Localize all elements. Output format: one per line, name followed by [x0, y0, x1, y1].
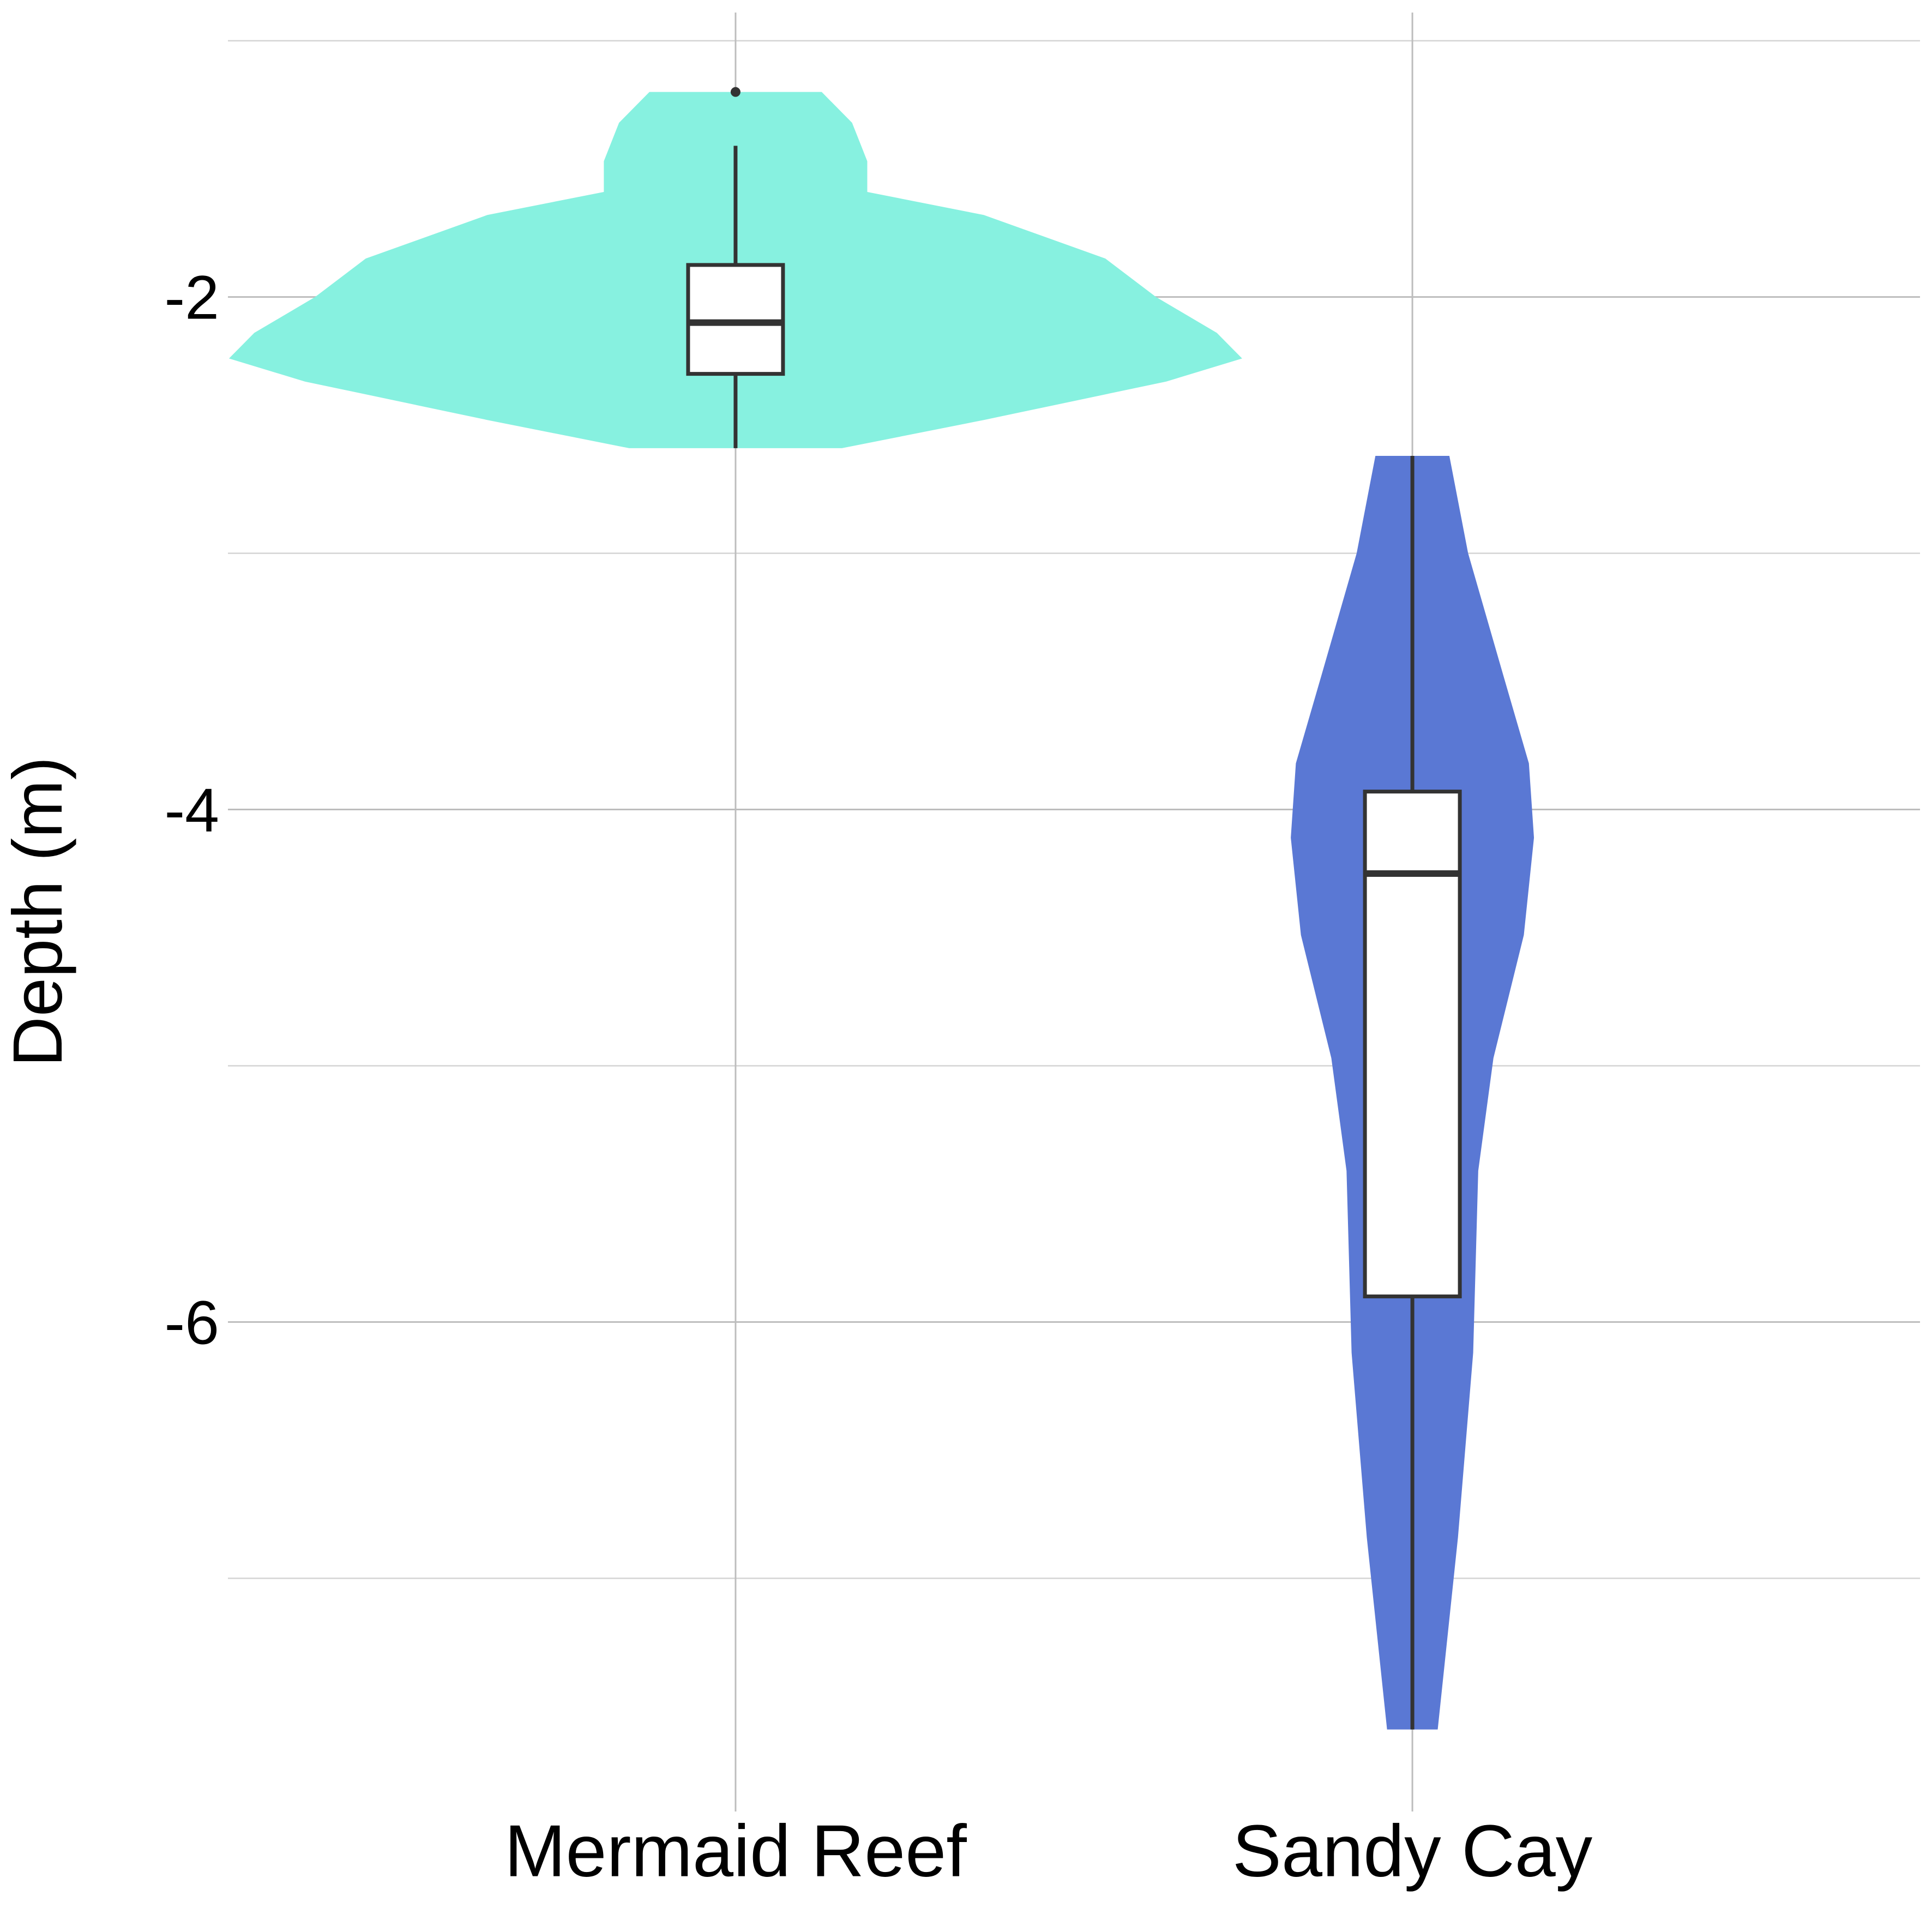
box: [1363, 790, 1462, 1298]
outlier: [730, 87, 741, 97]
x-tick-label: Mermaid Reef: [504, 1810, 967, 1892]
x-tick-label: Sandy Cay: [1232, 1810, 1593, 1892]
y-axis-title: Depth (m): [0, 757, 77, 1067]
y-tick-label: -2: [165, 263, 219, 332]
y-tick-label: -6: [165, 1288, 219, 1357]
y-tick-label: -4: [165, 775, 219, 844]
